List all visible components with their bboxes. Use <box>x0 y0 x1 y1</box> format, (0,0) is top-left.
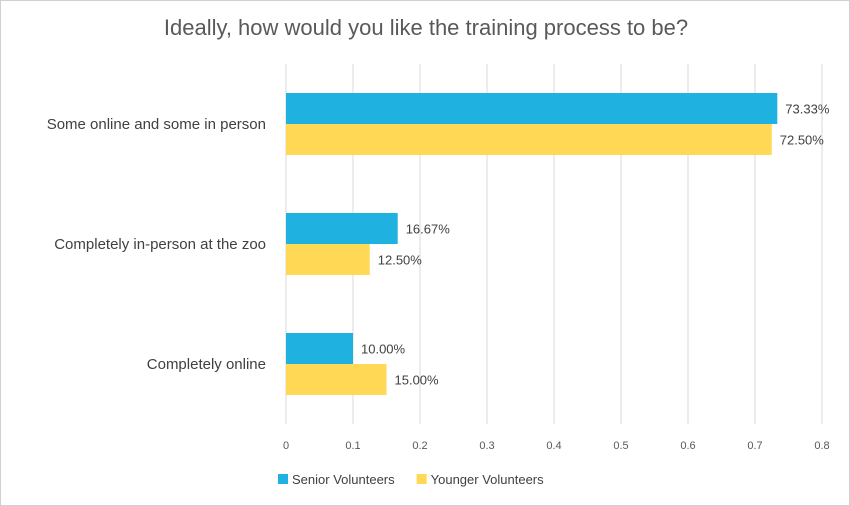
data-label: 12.50% <box>378 253 423 268</box>
x-tick-label: 0.5 <box>613 440 628 452</box>
data-label: 15.00% <box>395 373 440 388</box>
x-tick-label: 0.6 <box>680 440 695 452</box>
legend-swatch <box>278 474 288 484</box>
x-tick-label: 0.4 <box>546 440 561 452</box>
data-label: 16.67% <box>406 222 451 237</box>
x-tick-label: 0 <box>283 440 289 452</box>
x-tick-label: 0.2 <box>412 440 427 452</box>
x-tick-label: 0.8 <box>814 440 829 452</box>
bar <box>286 364 387 395</box>
category-label: Completely online <box>147 356 266 373</box>
x-tick-label: 0.7 <box>747 440 762 452</box>
chart-title: Ideally, how would you like the training… <box>163 15 689 40</box>
legend-label: Senior Volunteers <box>292 472 395 487</box>
legend-swatch <box>416 474 427 484</box>
bar <box>286 333 353 364</box>
legend-label: Younger Volunteers <box>431 472 545 487</box>
bar <box>286 93 778 124</box>
category-label: Some online and some in person <box>47 116 266 133</box>
data-label: 72.50% <box>780 133 825 148</box>
x-tick-label: 0.3 <box>479 440 494 452</box>
x-tick-label: 0.1 <box>345 440 360 452</box>
data-label: 73.33% <box>785 102 830 117</box>
bar <box>286 244 370 275</box>
category-label: Completely in-person at the zoo <box>54 236 266 253</box>
bar <box>286 124 772 155</box>
data-label: 10.00% <box>361 342 406 357</box>
bar <box>286 213 398 244</box>
